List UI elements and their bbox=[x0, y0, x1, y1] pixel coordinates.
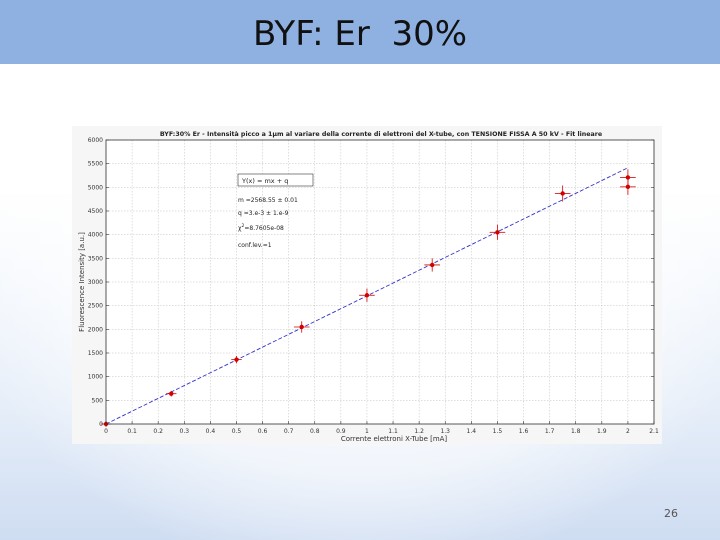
fit-confidence: conf.lev.=1 bbox=[238, 242, 272, 249]
data-point bbox=[625, 184, 631, 190]
x-tick-label: 0.5 bbox=[232, 428, 242, 435]
x-tick-label: 1.8 bbox=[571, 428, 581, 435]
x-tick-label: 0.1 bbox=[127, 428, 137, 435]
chi-superscript: 2 bbox=[241, 223, 244, 229]
x-tick-label: 1.9 bbox=[597, 428, 607, 435]
data-point bbox=[364, 293, 370, 298]
x-tick-label: 2 bbox=[626, 428, 630, 435]
x-tick-label: 1.2 bbox=[414, 428, 424, 435]
x-tick-label: 1 bbox=[365, 428, 369, 435]
data-point bbox=[560, 191, 565, 196]
fit-chi-square: χ2=8.7605e-08 bbox=[238, 223, 284, 232]
data-point bbox=[234, 357, 239, 362]
y-tick-label: 5500 bbox=[88, 161, 103, 168]
y-tick-label: 2000 bbox=[88, 326, 103, 333]
chi-symbol: χ bbox=[238, 225, 242, 232]
data-point bbox=[625, 175, 631, 180]
y-tick-label: 5000 bbox=[88, 184, 103, 191]
x-tick-label: 0.6 bbox=[258, 428, 268, 435]
y-tick-label: 1000 bbox=[88, 374, 103, 381]
chart-figure: 0 0.1 0.2 0.3 0.4 0.5 0.6 0.7 0.8 0.9 1 1.1 1.2 1.3 1.… bbox=[72, 126, 662, 444]
x-tick-label: 1.1 bbox=[388, 428, 398, 435]
x-tick-label: 1.5 bbox=[493, 428, 503, 435]
fit-m-value: m =2568.55 ± 0.01 bbox=[238, 197, 298, 204]
y-tick-label: 2500 bbox=[88, 303, 103, 310]
data-point bbox=[429, 262, 435, 268]
data-point bbox=[495, 230, 500, 235]
data-point bbox=[299, 324, 304, 330]
fit-legend-box bbox=[237, 173, 314, 187]
y-tick-label: 4500 bbox=[88, 208, 103, 215]
y-tick-label: 3000 bbox=[88, 279, 103, 286]
x-tick-label: 0 bbox=[104, 428, 108, 435]
fit-equation: Y(x) = mx + q bbox=[241, 177, 288, 185]
axis-layer: 0 0.1 0.2 0.3 0.4 0.5 0.6 0.7 0.8 0.9 1 1.1 1.2 1.3 1.… bbox=[88, 137, 659, 435]
chi-value: =8.7605e-08 bbox=[244, 225, 284, 232]
y-tick-label: 1500 bbox=[88, 350, 103, 357]
y-tick-label: 4000 bbox=[88, 232, 103, 239]
y-tick-label: 3500 bbox=[88, 255, 103, 262]
x-tick-label: 1.4 bbox=[467, 428, 477, 435]
x-tick-label: 0.8 bbox=[310, 428, 320, 435]
x-tick-label: 1.3 bbox=[440, 428, 450, 435]
y-axis-label: Fluorescence Intensity [a.u.] bbox=[78, 232, 86, 332]
y-tick-label: 6000 bbox=[88, 137, 103, 144]
slide-title: BYF: Er 30% bbox=[252, 14, 468, 54]
y-tick-label: 500 bbox=[92, 397, 104, 404]
x-tick-label: 0.7 bbox=[284, 428, 294, 435]
x-tick-label: 0.2 bbox=[153, 428, 163, 435]
page-number: 26 bbox=[664, 507, 678, 520]
fit-chart: 0 0.1 0.2 0.3 0.4 0.5 0.6 0.7 0.8 0.9 1 1.1 1.2 1.3 1.… bbox=[78, 130, 659, 443]
grid-layer bbox=[105, 139, 655, 425]
x-tick-label: 0.3 bbox=[180, 428, 190, 435]
fit-q-value: q =3.e-3 ± 1.e-9 bbox=[238, 210, 289, 217]
y-tick-label: 0 bbox=[99, 421, 103, 428]
x-tick-label: 1.7 bbox=[545, 428, 555, 435]
data-point bbox=[169, 391, 174, 396]
chart-title: BYF:30% Er - Intensità picco a 1μm al va… bbox=[160, 130, 602, 138]
x-tick-label: 1.6 bbox=[519, 428, 529, 435]
x-tick-label: 0.9 bbox=[336, 428, 346, 435]
x-tick-label: 2.1 bbox=[649, 428, 659, 435]
x-axis-label: Corrente elettroni X-Tube [mA] bbox=[341, 435, 448, 443]
title-bar bbox=[0, 0, 720, 64]
x-tick-label: 0.4 bbox=[206, 428, 216, 435]
points-layer bbox=[100, 169, 636, 427]
